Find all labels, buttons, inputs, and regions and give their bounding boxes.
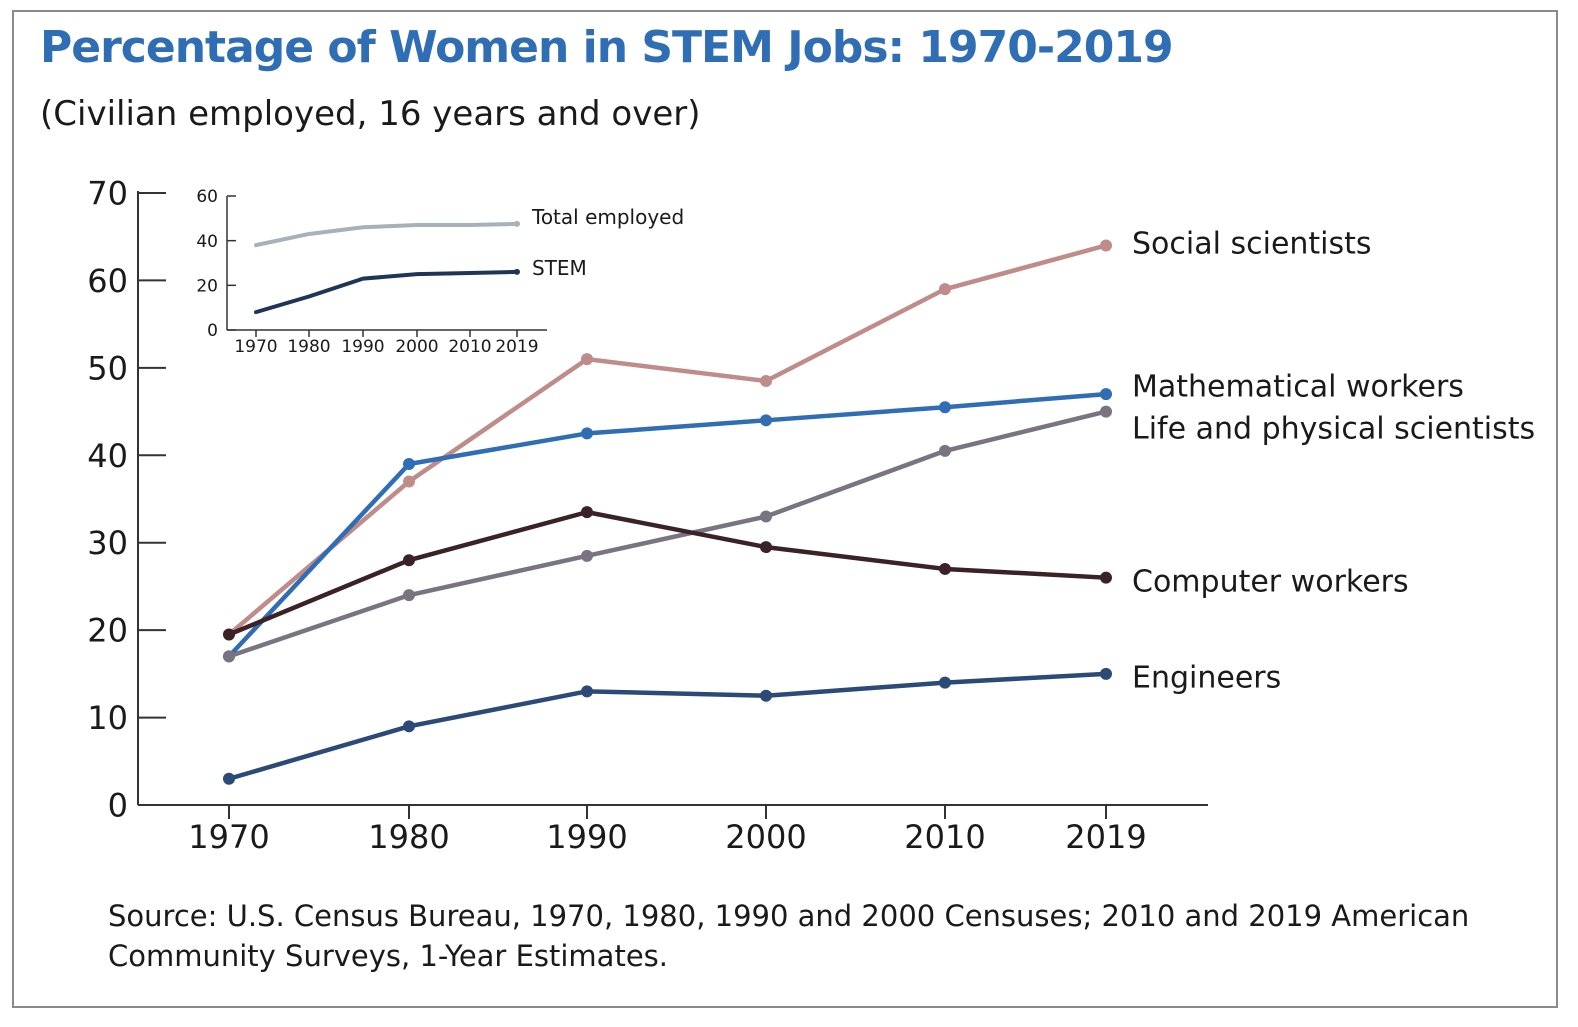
- series-line-life-and-physical-scientists: [226, 409, 1109, 659]
- x-tick-label: 2019: [1065, 818, 1146, 856]
- inset-y-tick-label: 0: [207, 321, 218, 341]
- series-line-engineers: [226, 671, 1109, 782]
- y-tick-label: 50: [87, 349, 128, 387]
- data-point-engineers: [581, 685, 593, 698]
- source-note: Source: U.S. Census Bureau, 1970, 1980, …: [108, 899, 1470, 973]
- series-line-mathematical-workers: [226, 391, 1109, 659]
- x-tick-label: 1980: [368, 818, 449, 856]
- inset-series-line-total-employed: [254, 221, 519, 248]
- y-tick-label: 0: [108, 787, 128, 825]
- data-point-life-and-physical-scientists: [760, 510, 772, 523]
- data-point-engineers: [939, 676, 951, 689]
- data-point-mathematical-workers: [581, 427, 593, 440]
- x-tick-label: 2010: [904, 818, 985, 856]
- inset-series-line-stem: [254, 269, 519, 315]
- series-label-social-scientists: Social scientists: [1132, 227, 1372, 262]
- data-point-life-and-physical-scientists: [223, 650, 235, 663]
- data-point-engineers: [760, 689, 772, 702]
- data-point-social-scientists: [760, 374, 772, 387]
- chart-title: Percentage of Women in STEM Jobs: 1970-2…: [40, 22, 1174, 73]
- data-point-life-and-physical-scientists: [581, 549, 593, 562]
- chart-subtitle: (Civilian employed, 16 years and over): [40, 94, 701, 134]
- data-point-social-scientists: [581, 353, 593, 366]
- data-point-computer-workers: [223, 628, 235, 641]
- data-point-mathematical-workers: [939, 401, 951, 414]
- inset-y-tick-label: 40: [196, 232, 218, 252]
- data-point-life-and-physical-scientists: [939, 444, 951, 457]
- inset-plot: 0 20 40 60 1970 1980 1990 2000 2010 2019 Total emp…: [196, 187, 684, 357]
- x-tick-label: 1970: [188, 818, 269, 856]
- series-label-life-and-physical-scientists: Life and physical scientists: [1132, 412, 1535, 447]
- inset-x-tick-label: 2000: [395, 337, 438, 357]
- x-tick-label: 2000: [725, 818, 806, 856]
- y-tick-label: 20: [87, 612, 128, 650]
- data-point-computer-workers: [403, 554, 415, 567]
- inset-data-point-stem: [514, 268, 520, 275]
- data-point-computer-workers: [1100, 571, 1112, 584]
- inset-y-tick-label: 20: [196, 276, 218, 296]
- series-label-computer-workers: Computer workers: [1132, 565, 1409, 600]
- inset-y-tick-label: 60: [196, 187, 218, 207]
- inset-x-tick-label: 2019: [495, 337, 538, 357]
- inset-x-tick-label: 2010: [448, 337, 491, 357]
- inset-series-label-total-employed: Total employed: [531, 205, 684, 229]
- data-point-engineers: [223, 772, 235, 785]
- series-line-social-scientists: [226, 243, 1109, 637]
- data-point-social-scientists: [939, 283, 951, 296]
- data-point-engineers: [403, 720, 415, 733]
- y-tick-label: 30: [87, 524, 128, 562]
- y-tick-label: 40: [87, 437, 128, 475]
- data-point-mathematical-workers: [1100, 388, 1112, 401]
- data-point-engineers: [1100, 667, 1112, 680]
- data-point-computer-workers: [760, 541, 772, 554]
- data-point-social-scientists: [403, 475, 415, 488]
- data-point-social-scientists: [1100, 239, 1112, 252]
- data-point-life-and-physical-scientists: [403, 589, 415, 602]
- inset-x-tick-label: 1980: [287, 337, 330, 357]
- data-point-life-and-physical-scientists: [1100, 405, 1112, 418]
- series-line-computer-workers: [226, 509, 1109, 637]
- inset-data-point-total-employed: [514, 220, 520, 227]
- series-label-mathematical-workers: Mathematical workers: [1132, 370, 1464, 405]
- series-label-engineers: Engineers: [1132, 661, 1281, 696]
- y-tick-label: 10: [87, 699, 128, 737]
- data-point-mathematical-workers: [760, 414, 772, 427]
- y-tick-label: 60: [87, 262, 128, 300]
- inset-x-tick-label: 1970: [234, 337, 277, 357]
- x-tick-label: 1990: [546, 818, 627, 856]
- inset-series-label-stem: STEM: [532, 256, 587, 280]
- inset-x-tick-label: 1990: [341, 337, 384, 357]
- data-point-mathematical-workers: [403, 458, 415, 471]
- data-point-computer-workers: [939, 562, 951, 575]
- y-tick-label: 70: [87, 175, 128, 213]
- data-point-computer-workers: [581, 506, 593, 519]
